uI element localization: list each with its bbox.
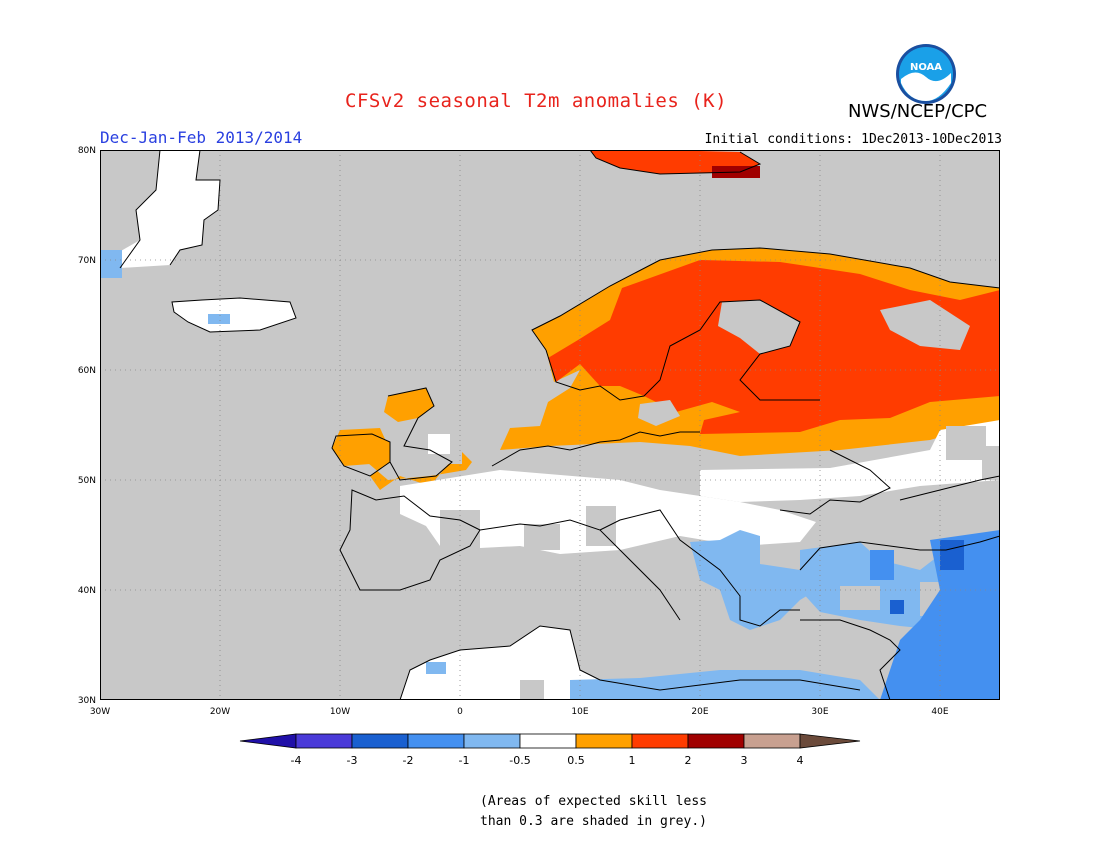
colorbar-label: -2 [403,754,414,767]
noaa-logo: NOAA [895,43,957,105]
colorbar-label: 3 [741,754,748,767]
skill-note-line2: than 0.3 are shaded in grey.) [480,814,707,829]
iceland-region [172,298,296,332]
season-label: Dec-Jan-Feb 2013/2014 [100,128,303,147]
colorbar-swatch [351,733,409,749]
agency-label: NWS/NCEP/CPC [848,101,988,122]
colorbar-label: -0.5 [509,754,530,767]
northern-warm-region [500,248,1000,456]
chart-title: CFSv2 seasonal T2m anomalies (K) [345,90,728,112]
lat-tick-80n: 80N [78,146,96,156]
colorbar-swatch [575,733,633,749]
lon-tick-10w: 10W [330,707,350,717]
colorbar-label: 0.5 [567,754,585,767]
lat-tick-60n: 60N [78,366,96,376]
lat-tick-70n: 70N [78,256,96,266]
western-europe-neutral [400,470,816,554]
colorbar-arrow-high [799,733,861,749]
graticule [100,150,1000,700]
lon-tick-20w: 20W [210,707,230,717]
lon-tick-0: 0 [457,707,463,717]
lon-tick-30w: 30W [90,707,110,717]
lat-tick-50n: 50N [78,476,96,486]
anomaly-map [100,150,1000,700]
colorbar-label: 1 [629,754,636,767]
colorbar-swatch [519,733,577,749]
lon-tick-30e: 30E [811,707,828,717]
lon-tick-20e: 20E [691,707,708,717]
skill-note: (Areas of expected skill less than 0.3 a… [480,792,707,832]
skill-note-line1: (Areas of expected skill less [480,794,707,809]
lon-tick-40e: 40E [931,707,948,717]
lon-tick-10e: 10E [571,707,588,717]
colorbar-arrow-low [239,733,297,749]
colorbar-swatch [407,733,465,749]
colorbar-swatch [631,733,689,749]
colorbar-label: 4 [797,754,804,767]
colorbar-label: -1 [459,754,470,767]
colorbar-swatch [463,733,521,749]
lat-tick-30n: 30N [78,696,96,706]
neutral-band-region [700,420,1000,502]
north-africa-region [400,626,880,700]
colorbar-swatch [743,733,801,749]
colorbar-label: 2 [685,754,692,767]
map-frame [100,150,1000,700]
colorbar-label: -3 [347,754,358,767]
initial-conditions-label: Initial conditions: 1Dec2013-10Dec2013 [704,132,1002,147]
colorbar-label: -4 [291,754,302,767]
lat-tick-40n: 40N [78,586,96,596]
colorbar-swatch [295,733,353,749]
noaa-logo-text: NOAA [910,62,942,73]
greenland-region [100,150,220,278]
coastlines [119,150,1000,700]
colorbar-swatch [687,733,745,749]
